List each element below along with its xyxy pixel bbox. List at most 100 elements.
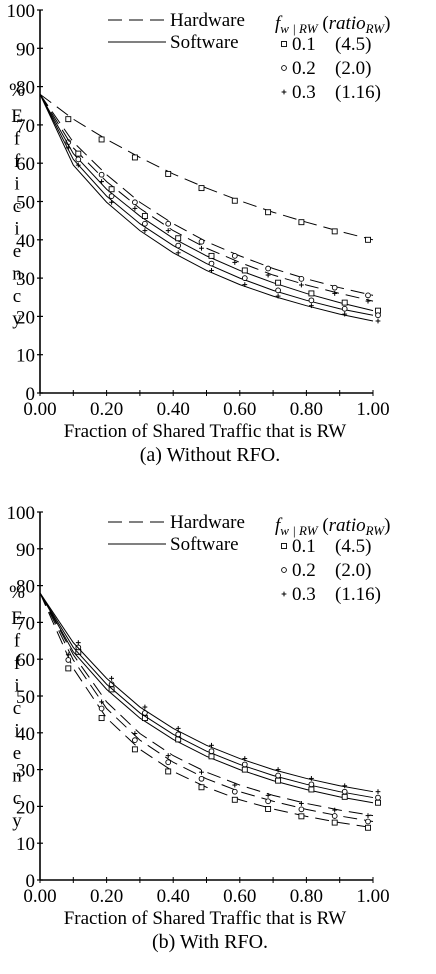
data-point bbox=[99, 137, 104, 142]
y-axis-label-char: f bbox=[14, 653, 21, 674]
data-point bbox=[299, 220, 304, 225]
y-axis-label: Efficiency bbox=[11, 106, 23, 330]
y-axis-percent: % bbox=[9, 80, 25, 101]
legend-marker-circle bbox=[282, 568, 287, 573]
legend-ratio-value: (4.5) bbox=[335, 536, 371, 557]
legend-f-value: 0.1 bbox=[292, 34, 316, 55]
legend-ratio-value: (2.0) bbox=[335, 58, 371, 79]
y-axis-label-char: e bbox=[13, 743, 21, 764]
data-point bbox=[209, 749, 214, 754]
y-axis-label-char: E bbox=[11, 106, 23, 127]
data-point bbox=[209, 261, 214, 266]
x-axis-label: Fraction of Shared Traffic that is RW bbox=[64, 421, 347, 442]
legend-header-close: ) bbox=[384, 13, 390, 34]
y-axis-label-char: y bbox=[12, 811, 22, 832]
legend-marker-square bbox=[282, 42, 287, 47]
y-axis-label-char: i bbox=[14, 676, 19, 697]
data-point bbox=[242, 767, 247, 772]
data-point bbox=[209, 253, 214, 258]
y-axis-label-char: f bbox=[14, 631, 21, 652]
data-point bbox=[242, 282, 247, 287]
data-point bbox=[76, 640, 81, 645]
data-point bbox=[242, 756, 247, 761]
series-line bbox=[40, 94, 373, 321]
data-point bbox=[133, 731, 138, 736]
data-point bbox=[232, 198, 237, 203]
series-line bbox=[40, 593, 373, 798]
data-point bbox=[109, 187, 114, 192]
data-point bbox=[332, 814, 337, 819]
legend-ratio-value: (1.16) bbox=[335, 82, 381, 103]
legend-marker-plus bbox=[282, 90, 287, 95]
x-tick-label: 0.20 bbox=[90, 886, 123, 907]
x-tick-label: 0.80 bbox=[290, 399, 323, 420]
data-point bbox=[199, 785, 204, 790]
data-point bbox=[166, 171, 171, 176]
data-point bbox=[299, 814, 304, 819]
data-point bbox=[266, 806, 271, 811]
legend-f-value: 0.3 bbox=[292, 82, 316, 103]
y-axis-label-char: c bbox=[13, 286, 21, 307]
data-point bbox=[309, 782, 314, 787]
data-point bbox=[332, 285, 337, 290]
legend-software-label: Software bbox=[170, 32, 239, 53]
data-point bbox=[199, 770, 204, 775]
data-point bbox=[99, 706, 104, 711]
series-software-circle bbox=[40, 593, 380, 800]
data-point bbox=[299, 276, 304, 281]
x-tick-label: 0.20 bbox=[90, 399, 123, 420]
x-tick-label: 0.40 bbox=[157, 886, 190, 907]
x-axis-label: Fraction of Shared Traffic that is RW bbox=[64, 908, 347, 929]
data-point bbox=[366, 819, 371, 824]
legend-ratio-value: (4.5) bbox=[335, 34, 371, 55]
y-axis-percent: % bbox=[9, 582, 25, 603]
x-tick-label: 0.60 bbox=[223, 886, 256, 907]
figure-caption: (a) Without RFO. bbox=[140, 444, 281, 466]
data-point bbox=[366, 237, 371, 242]
x-tick-label: 0.40 bbox=[157, 399, 190, 420]
legend-f-value: 0.3 bbox=[292, 584, 316, 605]
data-point bbox=[366, 813, 371, 818]
y-tick-label: 90 bbox=[16, 540, 35, 561]
data-point bbox=[266, 799, 271, 804]
series-line bbox=[40, 94, 373, 295]
x-tick-label: 1.00 bbox=[356, 399, 389, 420]
data-point bbox=[276, 288, 281, 293]
legend-f-value: 0.1 bbox=[292, 536, 316, 557]
legend-marker-circle bbox=[282, 66, 287, 71]
data-point bbox=[332, 820, 337, 825]
legend: HardwareSoftwarefw | RW (ratioRW)0.1 (4.5… bbox=[108, 512, 390, 605]
data-point bbox=[309, 298, 314, 303]
legend-header-ratio: ratio bbox=[329, 13, 366, 34]
legend-marker-square bbox=[282, 544, 287, 549]
legend-header-ratio: ratio bbox=[329, 515, 366, 536]
data-point bbox=[99, 172, 104, 177]
data-point bbox=[199, 239, 204, 244]
y-tick-label: 100 bbox=[7, 1, 36, 22]
data-point bbox=[376, 313, 381, 318]
series-hardware-square bbox=[40, 94, 373, 242]
y-axis-label-char: E bbox=[11, 608, 23, 629]
y-axis-label-char: e bbox=[13, 241, 21, 262]
series-line bbox=[40, 593, 373, 803]
data-point bbox=[332, 229, 337, 234]
legend-header-close: ) bbox=[384, 515, 390, 536]
figure-caption: (b) With RFO. bbox=[152, 931, 268, 953]
data-point bbox=[342, 306, 347, 311]
data-point bbox=[209, 754, 214, 759]
data-point bbox=[66, 658, 71, 663]
data-point bbox=[166, 760, 171, 765]
series-hardware-square bbox=[40, 593, 373, 830]
legend-software-label: Software bbox=[170, 534, 239, 555]
data-point bbox=[342, 789, 347, 794]
data-point bbox=[342, 300, 347, 305]
series-software-circle bbox=[40, 94, 380, 317]
data-point bbox=[133, 738, 138, 743]
data-point bbox=[366, 293, 371, 298]
data-point bbox=[109, 194, 114, 199]
series-hardware-circle bbox=[40, 593, 373, 824]
data-point bbox=[276, 773, 281, 778]
series-line bbox=[40, 94, 373, 310]
legend-ratio-value: (2.0) bbox=[335, 560, 371, 581]
y-tick-label: 100 bbox=[7, 503, 36, 524]
